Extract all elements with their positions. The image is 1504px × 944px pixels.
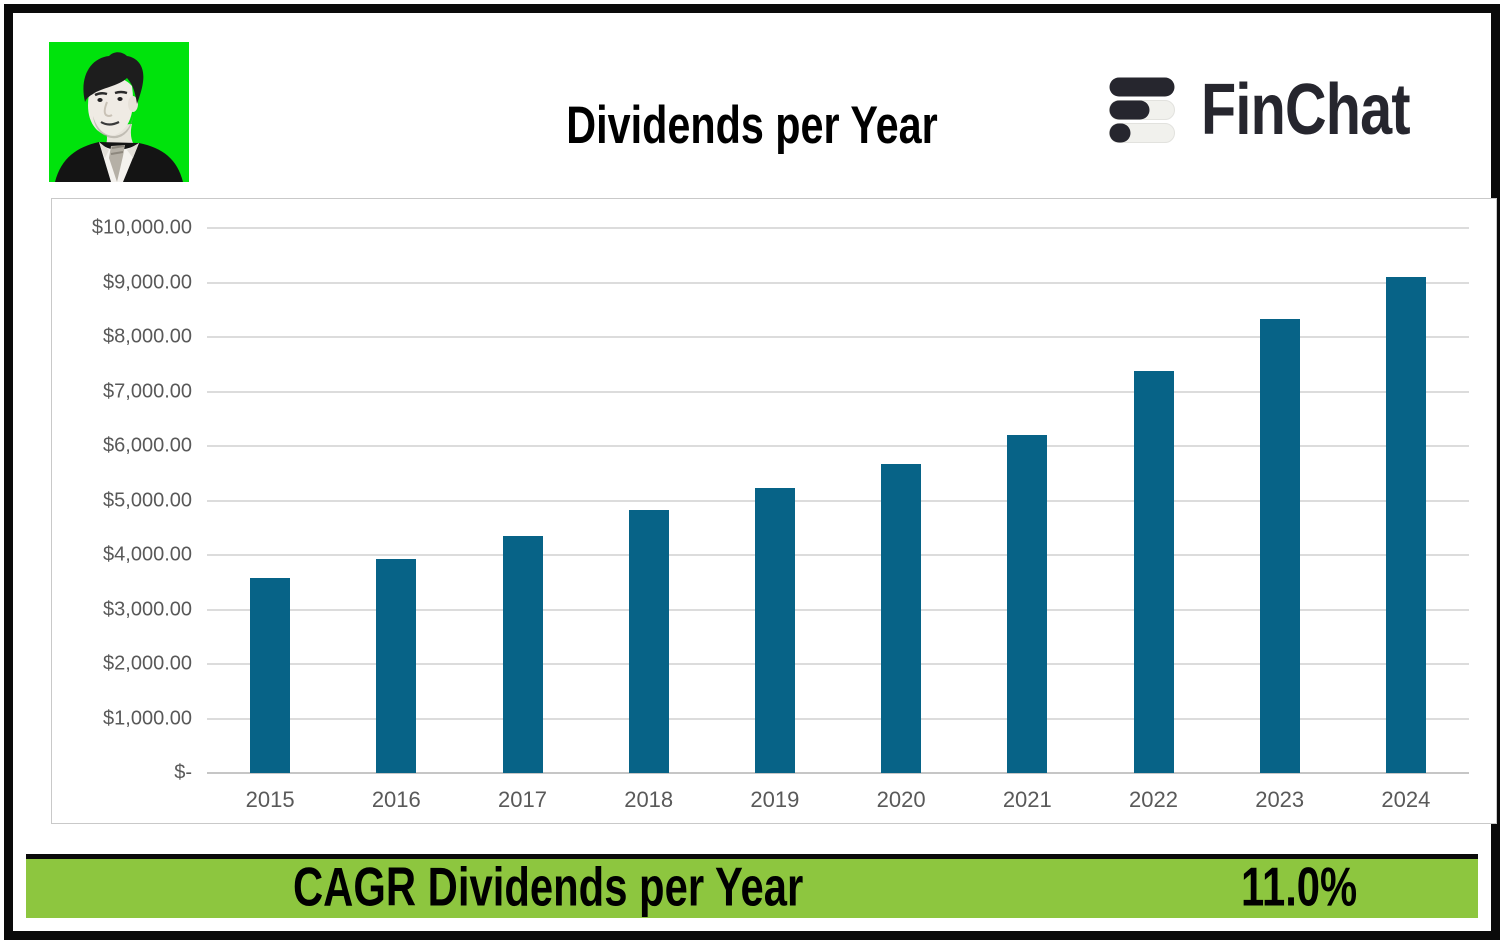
gridline-6000: [207, 445, 1469, 447]
gridline-2000: [207, 663, 1469, 665]
brand-logo: FinChat: [1109, 69, 1462, 151]
bar-2021: [1007, 435, 1048, 773]
x-axis-label-2019: 2019: [750, 787, 800, 812]
x-axis-label-2016: 2016: [371, 787, 421, 812]
gridline-4000: [207, 554, 1469, 556]
y-axis-label-2000: $2,000.00: [103, 652, 192, 675]
y-axis-label-4000: $4,000.00: [103, 543, 192, 566]
gridline-10000: [207, 227, 1469, 229]
x-axis-label-2018: 2018: [624, 787, 674, 812]
cagr-label: CAGR Dividends per Year: [293, 854, 804, 917]
bar-2018: [628, 509, 669, 773]
bar-2016: [376, 558, 417, 773]
y-axis-label-8000: $8,000.00: [103, 325, 192, 348]
gridline-9000: [207, 281, 1469, 284]
bar-2015: [250, 578, 291, 773]
x-axis-label-2021: 2021: [1002, 787, 1052, 812]
bar-2020: [881, 463, 922, 773]
y-axis-label-6000: $6,000.00: [103, 434, 192, 457]
page-title: Dividends per Year: [566, 96, 938, 155]
bar-2024: [1385, 276, 1426, 773]
y-axis-label-3000: $3,000.00: [103, 598, 192, 620]
x-axis-label-2022: 2022: [1129, 787, 1178, 812]
y-axis-label-0: $-: [174, 761, 192, 784]
bar-2022: [1133, 371, 1174, 773]
y-axis-label-9000: $9,000.00: [103, 271, 192, 293]
cagr-band: CAGR Dividends per Year 11.0%: [26, 854, 1478, 918]
x-axis-label-2023: 2023: [1255, 787, 1305, 812]
gridline-0: [207, 772, 1469, 774]
bar-2023: [1259, 319, 1300, 773]
y-axis-label-1000: $1,000.00: [103, 707, 192, 729]
author-portrait-image: [49, 42, 189, 182]
gridline-8000: [207, 336, 1469, 338]
gridline-7000: [207, 390, 1469, 393]
brand-name: FinChat: [1201, 70, 1411, 150]
bar-2017: [502, 536, 543, 773]
x-axis-label-2024: 2024: [1381, 787, 1431, 812]
cagr-value: 11.0%: [1241, 854, 1358, 917]
author-avatar: [49, 42, 189, 182]
x-axis-label-2015: 2015: [245, 787, 295, 812]
y-axis-label-10000: $10,000.00: [91, 216, 192, 239]
gridline-5000: [207, 499, 1469, 502]
gridline-1000: [207, 717, 1469, 720]
finchat-icon: [1109, 77, 1175, 143]
y-axis-label-7000: $7,000.00: [103, 380, 192, 402]
x-axis-label-2020: 2020: [876, 787, 926, 812]
y-axis-label-5000: $5,000.00: [103, 489, 192, 511]
outer-frame: Dividends per Year FinChat $- $1,000.00 $2…: [4, 4, 1500, 940]
dividends-bar-chart: $- $1,000.00 $2,000.00 $3,000.00 $4,000.00 $5…: [51, 198, 1497, 824]
gridline-3000: [207, 608, 1469, 611]
bar-2019: [754, 487, 795, 773]
x-axis-label-2017: 2017: [498, 787, 547, 812]
